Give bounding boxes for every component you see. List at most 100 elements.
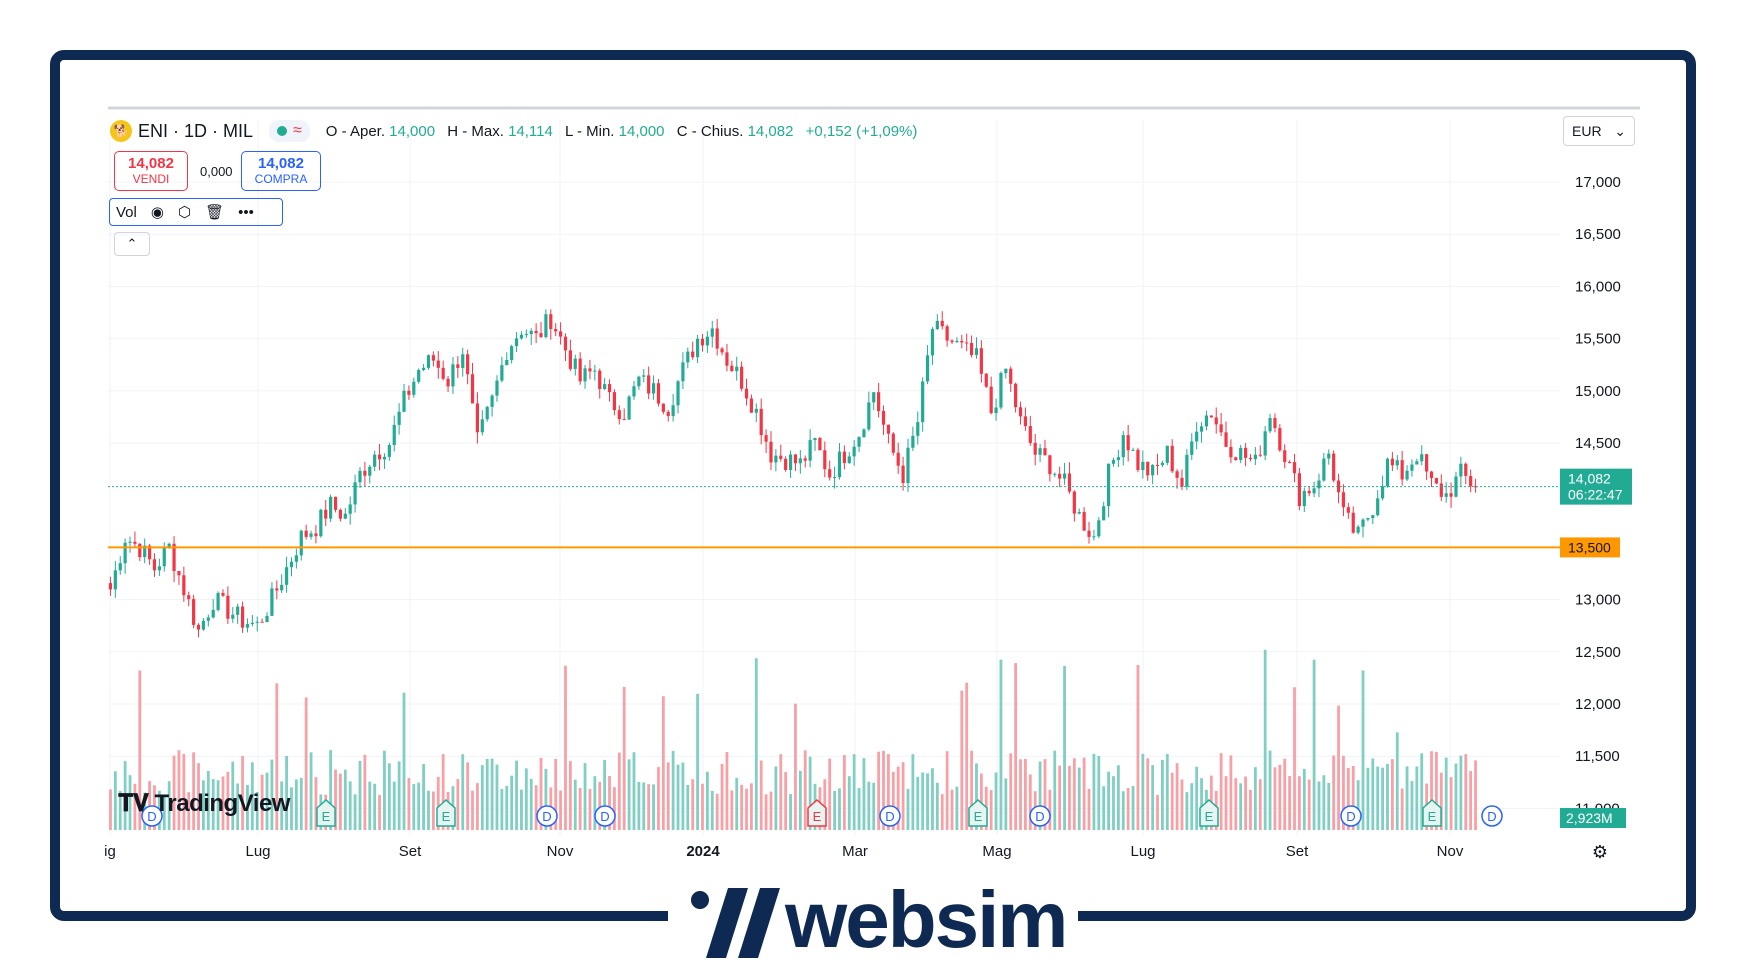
time-tick-label: Mag xyxy=(982,843,1011,860)
volume-legend[interactable]: Vol ◉ ⬡ 🗑 ••• xyxy=(109,198,283,226)
candle-body xyxy=(250,622,254,625)
candle-body xyxy=(133,541,137,544)
volume-bar xyxy=(343,769,347,830)
volume-bar xyxy=(118,791,122,830)
volume-bar xyxy=(1317,781,1321,830)
volume-bar xyxy=(1469,771,1473,830)
volume-bar xyxy=(1053,750,1057,830)
buy-button[interactable]: 14,082 COMPRA xyxy=(241,151,321,191)
buy-label: COMPRA xyxy=(254,172,308,186)
volume-bar xyxy=(1332,755,1336,830)
candle-body xyxy=(319,509,323,537)
candle-body xyxy=(999,372,1003,408)
candle-body xyxy=(421,367,426,371)
volume-bar xyxy=(1263,649,1267,830)
candle-body xyxy=(201,620,206,630)
candle-body xyxy=(211,609,215,618)
candle-body xyxy=(387,445,391,457)
candle-body xyxy=(1439,483,1443,497)
volume-bar xyxy=(123,761,127,830)
candle-body xyxy=(1214,417,1218,425)
volume-bar xyxy=(852,754,856,830)
volume-bar xyxy=(1048,789,1052,830)
candle-body xyxy=(1268,418,1272,432)
candle-body xyxy=(1185,454,1189,487)
candle-body xyxy=(1248,457,1253,460)
volume-bar xyxy=(417,782,421,830)
volume-bar xyxy=(867,781,871,830)
candle-body xyxy=(803,458,807,461)
candle-body xyxy=(1469,475,1473,487)
candle-body xyxy=(695,338,700,358)
candle-body xyxy=(837,451,842,478)
trash-icon[interactable]: 🗑 xyxy=(205,204,225,221)
volume-bar xyxy=(691,779,695,830)
volume-bar xyxy=(480,765,484,830)
candle-body xyxy=(417,370,421,382)
volume-bar xyxy=(378,794,381,830)
candle-body xyxy=(304,530,308,537)
candle-body xyxy=(627,396,631,420)
candle-body xyxy=(828,469,832,478)
change-value: +0,152 (+1,09%) xyxy=(805,122,918,140)
candle-body xyxy=(1160,462,1165,466)
candle-body xyxy=(466,354,470,375)
symbol-title[interactable]: ENI · 1D · MIL xyxy=(138,120,254,141)
volume-bar xyxy=(857,788,861,830)
candle-body xyxy=(588,368,592,372)
chart-grid xyxy=(108,106,1640,835)
volume-bar xyxy=(407,777,411,830)
volume-bar xyxy=(1410,781,1414,830)
volume-bar xyxy=(250,762,254,830)
price-tick-label: 11,500 xyxy=(1575,748,1620,765)
candle-body xyxy=(280,584,284,591)
candle-body xyxy=(1062,473,1067,479)
candle-body xyxy=(1009,368,1013,384)
candle-body xyxy=(1180,477,1184,487)
volume-bar xyxy=(436,776,440,830)
candle-body xyxy=(1199,426,1204,432)
volume-bar xyxy=(896,766,900,830)
volume-bar xyxy=(784,772,788,830)
volume-bar xyxy=(735,777,739,830)
eye-icon[interactable]: ◉ xyxy=(150,204,164,221)
gear-icon[interactable]: ⬡ xyxy=(177,204,192,221)
volume-bar xyxy=(564,665,567,830)
market-status-icon[interactable]: ≈ xyxy=(269,120,310,142)
volume-bar xyxy=(568,761,572,830)
candle-body xyxy=(470,374,475,404)
volume-bar xyxy=(608,776,611,830)
sell-button[interactable]: 14,082 VENDI xyxy=(114,151,188,191)
candle-body xyxy=(382,456,387,460)
collapse-button[interactable]: ⌃ xyxy=(114,232,150,256)
chevron-up-icon: ⌃ xyxy=(126,236,138,251)
sell-label: VENDI xyxy=(132,172,170,186)
time-tick-label: Nov xyxy=(547,843,574,860)
candle-body xyxy=(338,509,343,519)
volume-bar xyxy=(1121,791,1125,830)
volume-bar xyxy=(593,776,597,830)
price-tick-label: 15,500 xyxy=(1575,331,1621,348)
volume-bar xyxy=(666,762,670,830)
websim-logo-text: websim xyxy=(785,875,1068,964)
candle-body xyxy=(769,441,773,463)
event-marker-label: E xyxy=(813,809,822,824)
volume-bar xyxy=(162,794,166,830)
volume-bar xyxy=(1327,783,1331,830)
event-marker-label: E xyxy=(1205,809,1214,824)
candle-body xyxy=(426,355,431,368)
volume-bar xyxy=(241,756,244,830)
volume-bar xyxy=(270,759,274,830)
candle-body xyxy=(123,542,127,564)
candle-body xyxy=(925,355,930,382)
volume-bar xyxy=(754,658,758,830)
candle-body xyxy=(568,350,572,369)
chart-header: 🐕 ENI · 1D · MIL ≈ O - Aper. 14,000 H - … xyxy=(110,118,925,144)
candle-body xyxy=(1307,490,1311,494)
dividend-marker-icon xyxy=(141,805,163,827)
volume-bar xyxy=(931,768,934,830)
currency-select[interactable]: EUR ⌄ xyxy=(1563,116,1635,146)
more-icon[interactable]: ••• xyxy=(238,203,254,221)
candle-body xyxy=(725,352,729,366)
